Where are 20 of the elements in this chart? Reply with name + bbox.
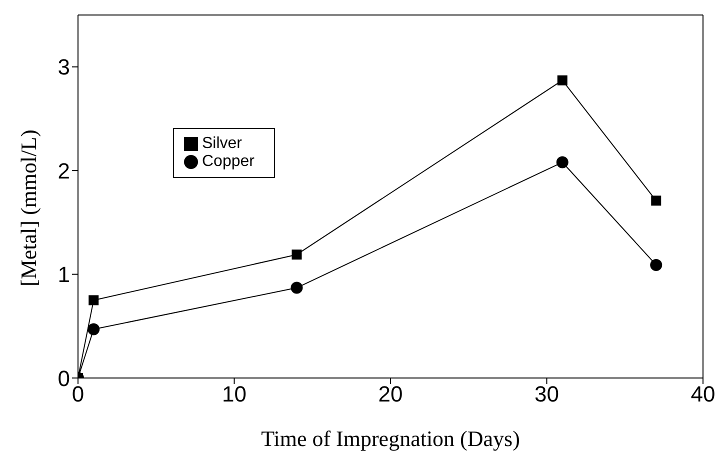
point (88, 323, 100, 336)
legend-label: Silver (202, 135, 242, 152)
x-tick-label: 10 (222, 382, 246, 407)
y-axis-title: [Metal] (mmol/L) (16, 129, 41, 286)
legend-label: Copper (202, 153, 254, 170)
point (292, 250, 302, 260)
point (557, 75, 568, 86)
point (556, 156, 568, 168)
y-tick-label: 1 (58, 262, 70, 288)
x-axis-title: Time of Impregnation (Days) (261, 426, 520, 451)
x-tick-label: 20 (378, 382, 403, 407)
x-tick-label: 30 (534, 382, 559, 407)
point (651, 196, 662, 206)
point (290, 282, 303, 294)
y-tick-label: 3 (58, 54, 70, 80)
y-tick-label: 2 (58, 158, 70, 184)
point (88, 295, 99, 306)
y-tick-label: 0 (58, 366, 70, 391)
x-tick-label: 40 (690, 382, 716, 407)
point (650, 258, 662, 271)
